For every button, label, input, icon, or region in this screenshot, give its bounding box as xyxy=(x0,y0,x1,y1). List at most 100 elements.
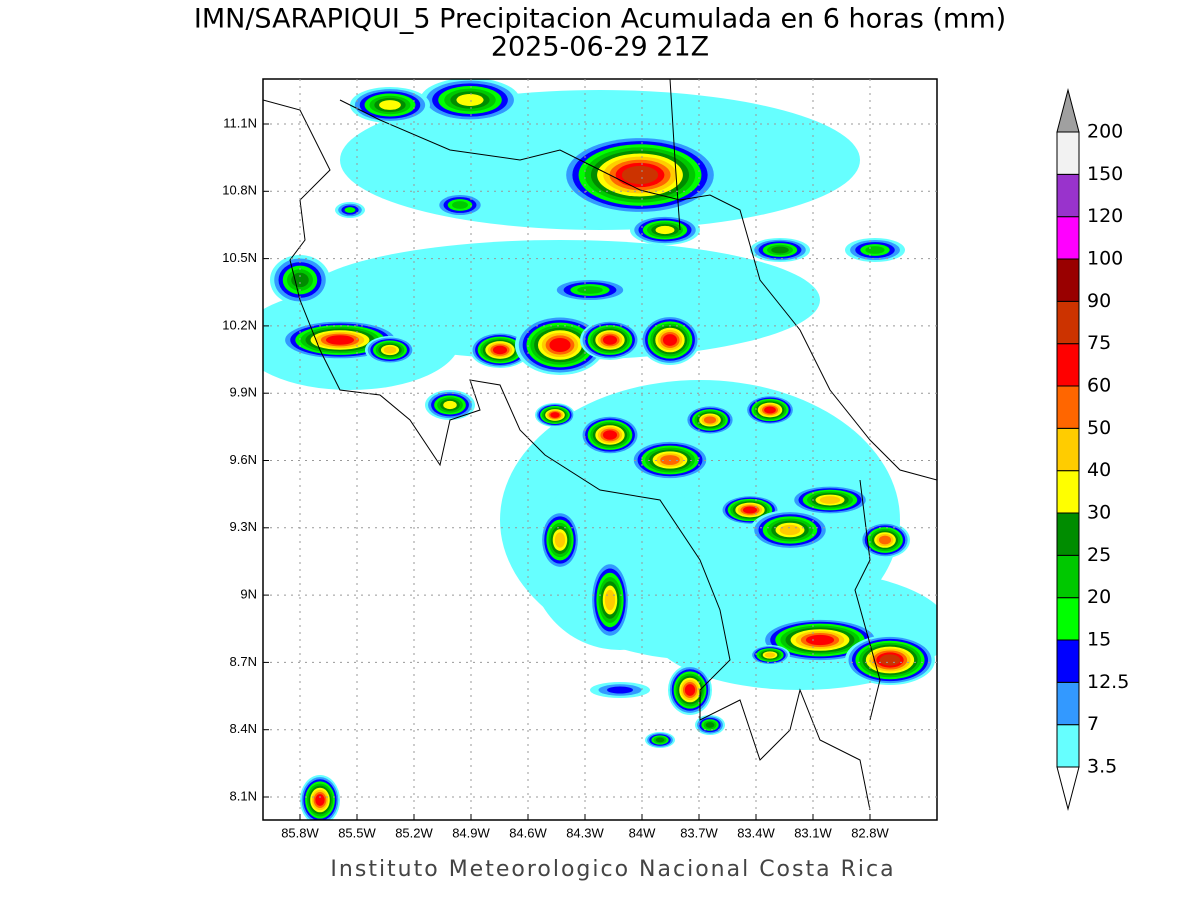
precip-contour xyxy=(621,165,659,185)
colorbar-label: 150 xyxy=(1087,163,1123,185)
colorbar-segment xyxy=(1056,724,1080,768)
colorbar-label: 30 xyxy=(1087,502,1111,524)
colorbar-over xyxy=(1056,88,1080,133)
precip-contour xyxy=(344,207,356,213)
lat-tick-label: 10.8N xyxy=(222,183,257,198)
precip-contour xyxy=(819,496,841,504)
precip-contour xyxy=(549,337,571,353)
colorbar-label: 60 xyxy=(1087,375,1111,397)
precip-contour xyxy=(764,406,776,414)
lon-tick-label: 85.2W xyxy=(395,825,433,840)
precip-contour xyxy=(684,684,696,696)
colorbar: 3.5 7 12.5 15 20 25 30 40 50 60 75 90 100 120 150 200 xyxy=(1056,88,1129,811)
colorbar-segment xyxy=(1056,639,1080,683)
precip-contour xyxy=(865,246,885,254)
precip-contour xyxy=(602,430,618,440)
precip-contour xyxy=(703,416,717,424)
precip-contour xyxy=(655,737,665,743)
colorbar-label: 200 xyxy=(1087,121,1123,143)
precip-contour xyxy=(705,722,715,728)
map-frame xyxy=(262,78,938,821)
colorbar-under xyxy=(1056,766,1080,811)
precip-contour xyxy=(550,412,560,418)
precip-contour xyxy=(379,100,401,110)
colorbar-segment xyxy=(1056,131,1080,175)
lat-tick-label: 8.1N xyxy=(230,788,257,803)
colorbar-segment xyxy=(1056,343,1080,387)
colorbar-label: 120 xyxy=(1087,205,1123,227)
lon-tick-label: 83.1W xyxy=(794,825,832,840)
precip-contour xyxy=(456,94,484,106)
title: IMN/SARAPIQUI_5 Precipitacion Acumulada … xyxy=(194,4,1006,35)
lat-tick-label: 10.5N xyxy=(222,250,257,265)
precip-contour xyxy=(779,524,801,536)
precip-contour xyxy=(805,634,835,646)
lon-tick-label: 83.7W xyxy=(680,825,718,840)
colorbar-label: 20 xyxy=(1087,586,1111,608)
lon-tick-label: 84.6W xyxy=(509,825,547,840)
colorbar-segment xyxy=(1056,554,1080,599)
lat-tick-label: 11.1N xyxy=(223,115,257,130)
lat-tick-label: 8.4N xyxy=(230,721,257,736)
lon-tick-label: 82.8W xyxy=(851,825,889,840)
lat-tick-label: 9.9N xyxy=(230,385,257,400)
lat-tick-label: 10.2N xyxy=(222,317,257,332)
lat-tick-label: 9.3N xyxy=(230,519,257,534)
colorbar-segment xyxy=(1056,173,1080,218)
precip-contour xyxy=(771,246,789,254)
colorbar-segment xyxy=(1056,427,1080,472)
border xyxy=(669,79,681,231)
colorbar-segment xyxy=(1056,385,1080,429)
footer: Instituto Meteorologico Nacional Costa R… xyxy=(330,857,895,882)
lon-tick-label: 85.5W xyxy=(338,825,376,840)
colorbar-segment xyxy=(1056,300,1080,345)
colorbar-segment xyxy=(1056,597,1080,641)
lon-tick-label: 84.3W xyxy=(566,825,604,840)
colorbar-segment xyxy=(1056,258,1080,302)
lon-tick-label: 85.8W xyxy=(281,825,319,840)
colorbar-label: 3.5 xyxy=(1087,756,1117,778)
precip-contour xyxy=(662,334,678,346)
precip-contour xyxy=(604,589,616,611)
colorbar-label: 15 xyxy=(1087,629,1111,651)
precip-contour xyxy=(655,225,675,235)
precip-contour xyxy=(607,686,633,694)
border-south xyxy=(854,479,881,721)
colorbar-label: 7 xyxy=(1087,713,1099,735)
colorbar-segment xyxy=(1056,681,1080,726)
precip-contour xyxy=(764,652,776,658)
precip-contour xyxy=(325,335,355,345)
subtitle: 2025-06-29 21Z xyxy=(491,32,709,63)
precip-contour xyxy=(554,532,566,548)
lon-tick-label: 83.4W xyxy=(737,825,775,840)
lat-tick-label: 8.7N xyxy=(230,654,257,669)
precip-contour xyxy=(452,201,468,209)
precip-contour xyxy=(315,794,325,806)
pacific-coast xyxy=(263,99,871,811)
colorbar-label: 100 xyxy=(1087,248,1123,270)
colorbar-label: 40 xyxy=(1087,459,1111,481)
colorbar-label: 90 xyxy=(1087,290,1111,312)
precip-contour xyxy=(878,535,892,545)
precip-field xyxy=(263,79,937,820)
lon-tick-label: 84.9W xyxy=(452,825,490,840)
precip-contour xyxy=(879,654,901,666)
caribbean-coast xyxy=(339,99,937,481)
colorbar-segment xyxy=(1056,216,1080,260)
precip-contour xyxy=(602,335,618,345)
colorbar-label: 25 xyxy=(1087,544,1111,566)
precip-contour xyxy=(443,400,457,410)
precip-contour xyxy=(742,506,758,514)
colorbar-label: 12.5 xyxy=(1087,671,1129,693)
precip-contour xyxy=(383,346,397,354)
coastlines xyxy=(263,79,937,811)
colorbar-segment xyxy=(1056,512,1080,556)
precip-contour xyxy=(530,470,710,650)
colorbar-label: 50 xyxy=(1087,417,1111,439)
colorbar-label: 75 xyxy=(1087,332,1111,354)
lat-tick-label: 9.6N xyxy=(230,452,257,467)
colorbar-segment xyxy=(1056,470,1080,514)
precip-contour xyxy=(492,345,508,355)
lat-tick-label: 9N xyxy=(240,587,257,602)
